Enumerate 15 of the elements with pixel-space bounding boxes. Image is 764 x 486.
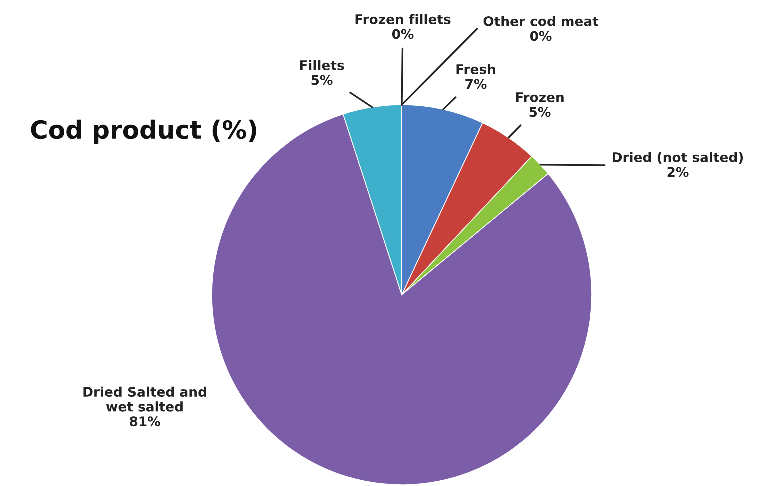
- data-label: 2%: [668, 167, 689, 178]
- category-label: Other cod meat: [484, 16, 599, 26]
- data-label: 5%: [312, 75, 333, 86]
- category-label: Frozen fillets: [356, 14, 451, 24]
- data-label: 5%: [530, 107, 551, 118]
- slice-label: Fillets: [300, 60, 344, 70]
- text: 0%: [392, 29, 414, 40]
- slice-label: Dried Salted and wet salted: [84, 386, 206, 412]
- slice-label: Frozen: [516, 92, 564, 102]
- slice-label: Fresh: [456, 64, 496, 74]
- text: Cod product (%): [31, 120, 256, 144]
- data-label: 7%: [466, 79, 487, 90]
- slice-label: Dried (not salted): [613, 152, 744, 164]
- text: 0%: [530, 31, 552, 42]
- data-label: 81%: [130, 416, 160, 427]
